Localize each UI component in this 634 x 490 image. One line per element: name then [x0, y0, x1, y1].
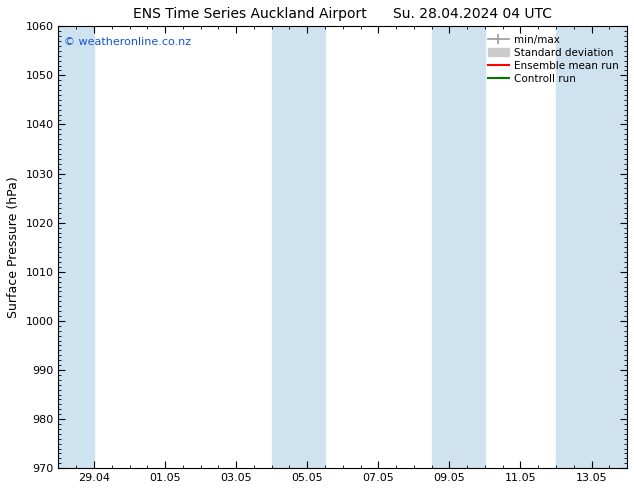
Text: © weatheronline.co.nz: © weatheronline.co.nz [64, 37, 191, 48]
Bar [272, 26, 325, 468]
Bar [58, 26, 94, 468]
Legend: min/max, Standard deviation, Ensemble mean run, Controll run: min/max, Standard deviation, Ensemble me… [485, 31, 622, 87]
Title: ENS Time Series Auckland Airport      Su. 28.04.2024 04 UTC: ENS Time Series Auckland Airport Su. 28.… [133, 7, 552, 21]
Y-axis label: Surface Pressure (hPa): Surface Pressure (hPa) [7, 176, 20, 318]
Bar [556, 26, 627, 468]
Bar [432, 26, 485, 468]
